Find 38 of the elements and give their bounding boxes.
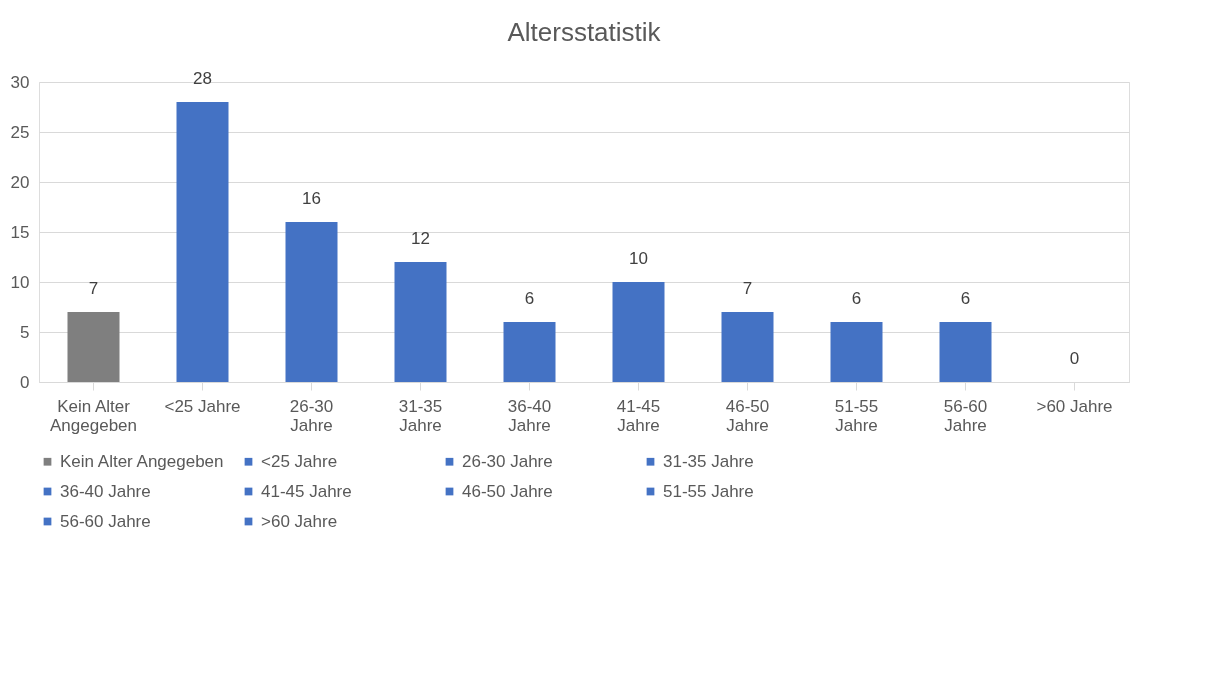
data-label: 16 <box>302 189 321 208</box>
data-label: 6 <box>960 289 971 308</box>
y-tick-label: 10 <box>10 272 30 292</box>
data-label: 6 <box>851 289 862 308</box>
x-tick-label: 46-50 Jahre <box>725 396 770 435</box>
legend-label: 46-50 Jahre <box>462 481 553 501</box>
legend-label: <25 Jahre <box>261 451 338 471</box>
x-tick-label: 41-45 Jahre <box>616 396 661 435</box>
data-label: 7 <box>88 279 99 298</box>
x-tick-label: 51-55 Jahre <box>834 396 879 435</box>
y-tick-label: 0 <box>20 372 30 392</box>
legend-label: 36-40 Jahre <box>60 481 151 501</box>
data-label: 28 <box>193 69 212 88</box>
legend-label: >60 Jahre <box>261 511 338 531</box>
legend-label: 51-55 Jahre <box>663 481 754 501</box>
data-label: 0 <box>1069 349 1080 368</box>
legend-label: 41-45 Jahre <box>261 481 352 501</box>
data-label: 10 <box>629 249 648 268</box>
x-tick-label: 56-60 Jahre <box>943 396 988 435</box>
x-tick-label: <25 Jahre <box>164 396 241 416</box>
x-tick-label: 26-30 Jahre <box>289 396 334 435</box>
x-tick-label: >60 Jahre <box>1036 396 1113 416</box>
x-tick-label: Kein Alter Angegeben <box>50 396 137 435</box>
x-tick-label: 31-35 Jahre <box>398 396 443 435</box>
legend-label: 31-35 Jahre <box>663 451 754 471</box>
y-tick-label: 15 <box>10 222 30 242</box>
legend-label: Kein Alter Angegeben <box>60 451 224 471</box>
legend-label: 26-30 Jahre <box>462 451 553 471</box>
y-tick-label: 20 <box>10 172 30 192</box>
x-tick-label: 36-40 Jahre <box>507 396 552 435</box>
y-tick-label: 30 <box>10 72 30 92</box>
chart-title: Altersstatistik <box>507 17 662 47</box>
data-label: 7 <box>742 279 753 298</box>
data-label: 6 <box>524 289 535 308</box>
y-tick-label: 25 <box>10 122 30 142</box>
legend-label: 56-60 Jahre <box>60 511 151 531</box>
y-tick-label: 5 <box>20 322 30 342</box>
data-label: 12 <box>411 229 430 248</box>
